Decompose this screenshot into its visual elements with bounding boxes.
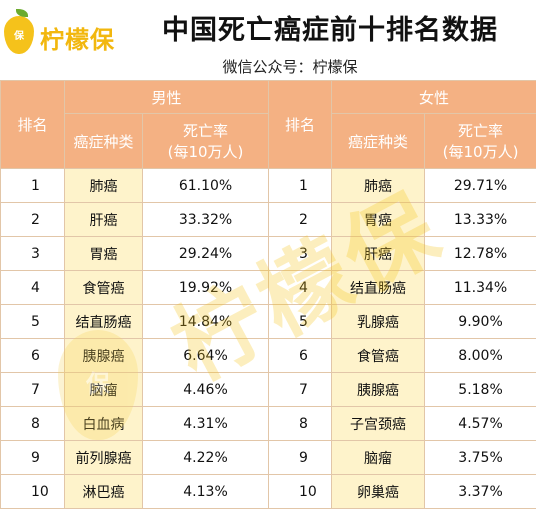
female-rate-cell: 11.34% bbox=[425, 271, 536, 305]
female-rate-header: 死亡率 (每10万人) bbox=[425, 114, 536, 169]
rank-cell-male: 2 bbox=[1, 203, 65, 237]
female-cancer-cell: 乳腺癌 bbox=[332, 305, 425, 339]
rank-cell-female: 3 bbox=[269, 237, 332, 271]
male-rate-header: 死亡率 (每10万人) bbox=[143, 114, 269, 169]
rank-cell-male: 9 bbox=[1, 441, 65, 475]
male-cancer-cell: 胃癌 bbox=[65, 237, 143, 271]
rank-cell-male: 3 bbox=[1, 237, 65, 271]
rank-cell-female: 7 bbox=[269, 373, 332, 407]
rank-cell-male: 4 bbox=[1, 271, 65, 305]
rank-cell-male: 10 bbox=[1, 475, 65, 509]
male-rate-cell: 6.64% bbox=[143, 339, 269, 373]
male-cancer-cell: 脑瘤 bbox=[65, 373, 143, 407]
male-header: 男性 bbox=[65, 81, 269, 114]
male-cancer-cell: 肺癌 bbox=[65, 169, 143, 203]
rank-cell-male: 6 bbox=[1, 339, 65, 373]
rank-header-male: 排名 bbox=[1, 81, 65, 169]
male-cancer-cell: 结直肠癌 bbox=[65, 305, 143, 339]
male-rate-cell: 29.24% bbox=[143, 237, 269, 271]
rank-cell-male: 5 bbox=[1, 305, 65, 339]
female-rate-cell: 9.90% bbox=[425, 305, 536, 339]
brand-logo: 保 柠檬保 bbox=[0, 12, 130, 60]
rank-cell-female: 5 bbox=[269, 305, 332, 339]
rank-cell-female: 9 bbox=[269, 441, 332, 475]
female-header: 女性 bbox=[332, 81, 536, 114]
male-cancer-cell: 白血病 bbox=[65, 407, 143, 441]
cancer-ranking-table: 排名 男性 排名 女性 癌症种类 死亡率 (每10万人) 癌症种类 死亡率 (每… bbox=[0, 80, 536, 509]
female-rate-cell: 29.71% bbox=[425, 169, 536, 203]
male-cancer-type-header: 癌症种类 bbox=[65, 114, 143, 169]
female-rate-cell: 12.78% bbox=[425, 237, 536, 271]
female-rate-cell: 13.33% bbox=[425, 203, 536, 237]
rank-cell-female: 6 bbox=[269, 339, 332, 373]
rate-header-line1: 死亡率 bbox=[143, 120, 268, 141]
male-cancer-cell: 食管癌 bbox=[65, 271, 143, 305]
rank-cell-male: 1 bbox=[1, 169, 65, 203]
male-rate-cell: 33.32% bbox=[143, 203, 269, 237]
header: 保 柠檬保 中国死亡癌症前十排名数据 微信公众号：柠檬保 bbox=[0, 0, 536, 80]
rank-cell-female: 4 bbox=[269, 271, 332, 305]
female-cancer-cell: 结直肠癌 bbox=[332, 271, 425, 305]
male-rate-cell: 61.10% bbox=[143, 169, 269, 203]
rank-cell-male: 7 bbox=[1, 373, 65, 407]
page-subtitle: 微信公众号：柠檬保 bbox=[180, 56, 400, 77]
female-rate-cell: 3.75% bbox=[425, 441, 536, 475]
female-cancer-type-header: 癌症种类 bbox=[332, 114, 425, 169]
rank-cell-female: 2 bbox=[269, 203, 332, 237]
female-cancer-cell: 肺癌 bbox=[332, 169, 425, 203]
female-cancer-cell: 食管癌 bbox=[332, 339, 425, 373]
female-cancer-cell: 卵巢癌 bbox=[332, 475, 425, 509]
female-cancer-cell: 脑瘤 bbox=[332, 441, 425, 475]
female-cancer-cell: 子宫颈癌 bbox=[332, 407, 425, 441]
male-rate-cell: 4.46% bbox=[143, 373, 269, 407]
page-title: 中国死亡癌症前十排名数据 bbox=[130, 8, 530, 47]
female-rate-cell: 3.37% bbox=[425, 475, 536, 509]
female-rate-cell: 8.00% bbox=[425, 339, 536, 373]
rank-header-female: 排名 bbox=[269, 81, 332, 169]
male-rate-cell: 19.92% bbox=[143, 271, 269, 305]
rate-header-line2: (每10万人) bbox=[425, 141, 536, 162]
male-rate-cell: 4.31% bbox=[143, 407, 269, 441]
female-cancer-cell: 胰腺癌 bbox=[332, 373, 425, 407]
male-cancer-cell: 肝癌 bbox=[65, 203, 143, 237]
male-rate-cell: 14.84% bbox=[143, 305, 269, 339]
rate-header-line2: (每10万人) bbox=[143, 141, 268, 162]
male-cancer-cell: 淋巴癌 bbox=[65, 475, 143, 509]
female-cancer-cell: 肝癌 bbox=[332, 237, 425, 271]
male-rate-cell: 4.13% bbox=[143, 475, 269, 509]
rate-header-line1: 死亡率 bbox=[425, 120, 536, 141]
male-rate-cell: 4.22% bbox=[143, 441, 269, 475]
logo-mark: 保 bbox=[4, 27, 34, 42]
brand-name: 柠檬保 bbox=[40, 20, 115, 55]
rank-cell-male: 8 bbox=[1, 407, 65, 441]
lemon-icon: 保 bbox=[4, 16, 34, 54]
female-rate-cell: 5.18% bbox=[425, 373, 536, 407]
female-rate-cell: 4.57% bbox=[425, 407, 536, 441]
leaf-icon bbox=[16, 9, 28, 17]
rank-cell-female: 8 bbox=[269, 407, 332, 441]
male-cancer-cell: 前列腺癌 bbox=[65, 441, 143, 475]
female-cancer-cell: 胃癌 bbox=[332, 203, 425, 237]
rank-cell-female: 10 bbox=[269, 475, 332, 509]
rank-cell-female: 1 bbox=[269, 169, 332, 203]
male-cancer-cell: 胰腺癌 bbox=[65, 339, 143, 373]
